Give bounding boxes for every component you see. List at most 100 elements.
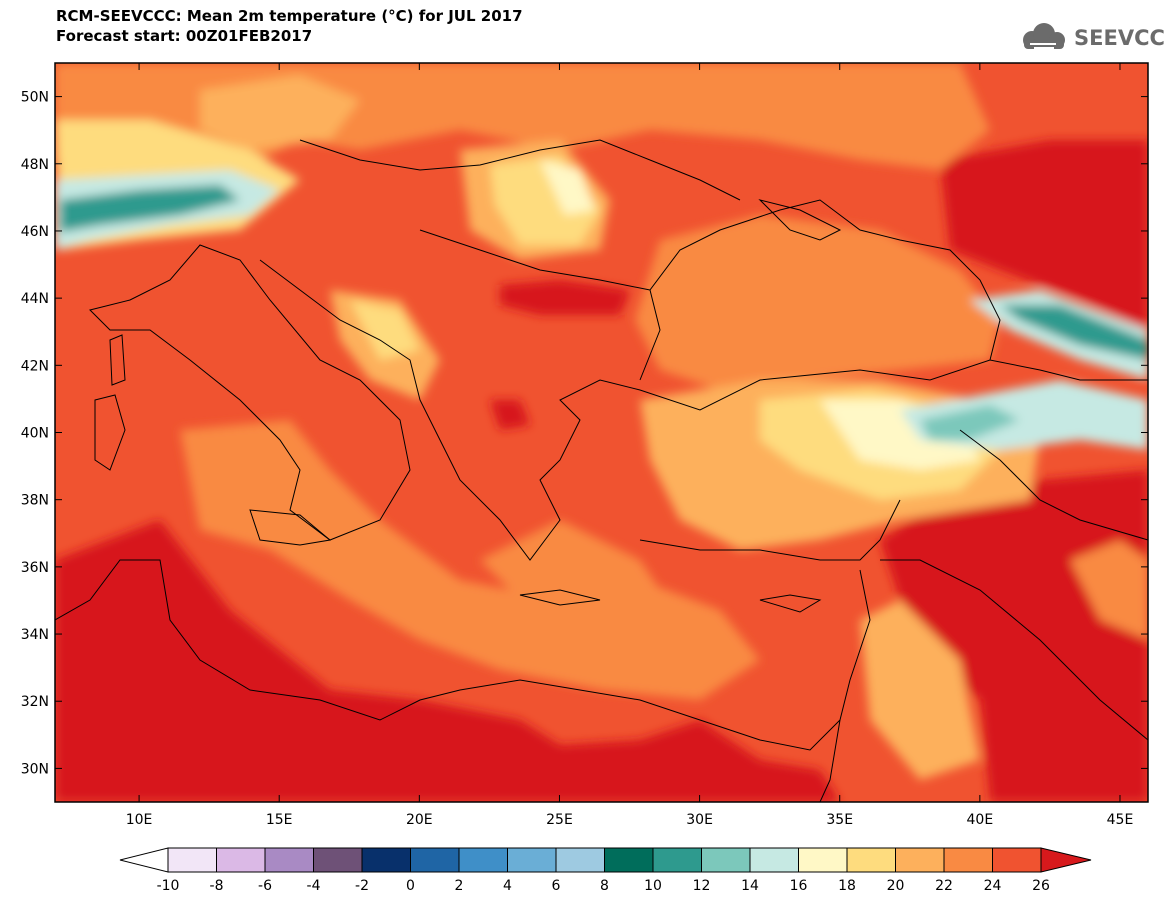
colorbar-label: 2 <box>455 878 464 894</box>
field-caucasus-teal <box>1000 305 1148 360</box>
field-black-sea <box>635 215 1000 390</box>
border-danube <box>419 229 651 291</box>
temperature-field <box>55 63 1148 802</box>
field-levant <box>860 600 980 780</box>
colorbar-label: -10 <box>157 878 180 894</box>
title-line-2: Forecast start: 00Z01FEB2017 <box>56 27 313 45</box>
colorbar-swatch <box>604 847 654 873</box>
title-line-1: RCM-SEEVCCC: Mean 2m temperature (°C) fo… <box>56 7 523 25</box>
colorbar-label: 22 <box>935 878 953 894</box>
colorbar-label: -6 <box>258 878 272 894</box>
colorbar-label: 4 <box>503 878 512 894</box>
lon-axis: 10E 15E 20E 25E 30E 35E 40E 45E <box>126 63 1134 828</box>
lat-tick-label: 34N <box>21 627 49 643</box>
border-central-europe <box>299 139 741 201</box>
lat-tick-label: 40N <box>21 426 49 442</box>
lon-tick-label: 35E <box>826 812 853 828</box>
colorbar-label: 16 <box>790 878 808 894</box>
colorbar-swatch <box>410 847 460 873</box>
coastlines <box>55 139 1148 802</box>
coast-sardinia <box>94 394 126 471</box>
field-germany <box>200 75 360 150</box>
colorbar-swatch <box>943 847 993 873</box>
coast-balkans-anatolia <box>259 259 1148 561</box>
colorbar-swatch <box>798 847 848 873</box>
colorbar-swatch <box>555 847 605 873</box>
lon-tick-label: 20E <box>406 812 433 828</box>
colorbar-high-arrow <box>1040 847 1092 873</box>
lat-tick-label: 32N <box>21 694 49 710</box>
lon-tick-label: 15E <box>266 812 293 828</box>
colorbar-label: 10 <box>644 878 662 894</box>
lat-axis: 30N 32N 34N 36N 38N 40N 42N 44N 46N 48N 50N <box>21 90 1148 777</box>
field-africa-hot <box>55 520 840 802</box>
colorbar-swatch <box>216 847 266 873</box>
lat-tick-label: 42N <box>21 358 49 374</box>
lat-tick-label: 46N <box>21 224 49 240</box>
colorbar-swatch <box>458 847 508 873</box>
field-mideast-hot <box>880 470 1148 802</box>
colorbar-label: -8 <box>210 878 224 894</box>
colorbar-label: 0 <box>406 878 415 894</box>
field-carpathian-pale <box>540 160 595 215</box>
colorbar-swatch <box>507 847 557 873</box>
border-syria-iraq <box>880 559 1148 741</box>
field-dinaric-cool <box>350 300 420 360</box>
field-aegean-south <box>480 520 680 640</box>
lon-tick-label: 10E <box>126 812 153 828</box>
colorbar-swatch <box>313 847 363 873</box>
coast-north-africa <box>55 559 841 751</box>
colorbar-swatch <box>264 847 314 873</box>
colorbar-label: -4 <box>307 878 321 894</box>
colorbar-swatch <box>361 847 411 873</box>
field-danube-hot <box>500 280 630 315</box>
coast-sicily <box>249 509 332 546</box>
lat-tick-label: 36N <box>21 560 49 576</box>
lat-tick-label: 48N <box>21 157 49 173</box>
lat-tick-label: 38N <box>21 493 49 509</box>
coast-crimea <box>758 199 842 241</box>
colorbar-swatch <box>652 847 702 873</box>
coast-cyprus <box>759 594 822 613</box>
colorbar-label: 12 <box>693 878 711 894</box>
colorbar: -10 -8 -6 -4 -2 0 2 4 6 8 10 12 14 16 18 20 22 24 26 <box>119 847 1092 894</box>
lat-tick-label: 50N <box>21 90 49 106</box>
lon-tick-label: 45E <box>1107 812 1134 828</box>
colorbar-low-arrow <box>119 847 169 873</box>
coast-levant <box>819 569 871 802</box>
colorbar-label: 14 <box>741 878 759 894</box>
colorbar-swatch <box>701 847 751 873</box>
colorbar-label: 6 <box>552 878 561 894</box>
colorbar-label: 18 <box>838 878 856 894</box>
colorbar-label: 8 <box>600 878 609 894</box>
lon-tick-label: 40E <box>967 812 994 828</box>
field-russia-hot <box>940 140 1148 330</box>
border-iran-turkey <box>959 429 1148 541</box>
field-iran-edge <box>1070 540 1148 640</box>
colorbar-swatch <box>167 847 217 873</box>
lon-tick-label: 25E <box>546 812 573 828</box>
lat-tick-label: 30N <box>21 761 49 777</box>
colorbar-swatch <box>749 847 799 873</box>
colorbar-label: 26 <box>1032 878 1050 894</box>
coast-crete <box>519 589 601 606</box>
colorbar-swatch <box>895 847 945 873</box>
logo-text: SEEVCCC <box>1074 26 1165 50</box>
colorbar-swatch <box>846 847 896 873</box>
colorbar-label: 20 <box>887 878 905 894</box>
coast-italy <box>89 244 411 541</box>
lon-tick-label: 30E <box>686 812 713 828</box>
seevccc-logo: SEEVCCC <box>1016 20 1165 56</box>
lat-tick-label: 44N <box>21 291 49 307</box>
coast-south-anatolia <box>639 499 901 561</box>
colorbar-label: -2 <box>355 878 369 894</box>
colorbar-swatch <box>992 847 1042 873</box>
field-thessaloniki-hot <box>490 400 530 430</box>
colorbar-label: 24 <box>984 878 1002 894</box>
field-east-anatolia-teal <box>920 405 1020 440</box>
chart-title: RCM-SEEVCCC: Mean 2m temperature (°C) fo… <box>56 6 523 46</box>
coast-corsica <box>109 334 126 386</box>
field-alps-teal <box>60 185 240 232</box>
cloud-icon <box>1023 23 1065 49</box>
